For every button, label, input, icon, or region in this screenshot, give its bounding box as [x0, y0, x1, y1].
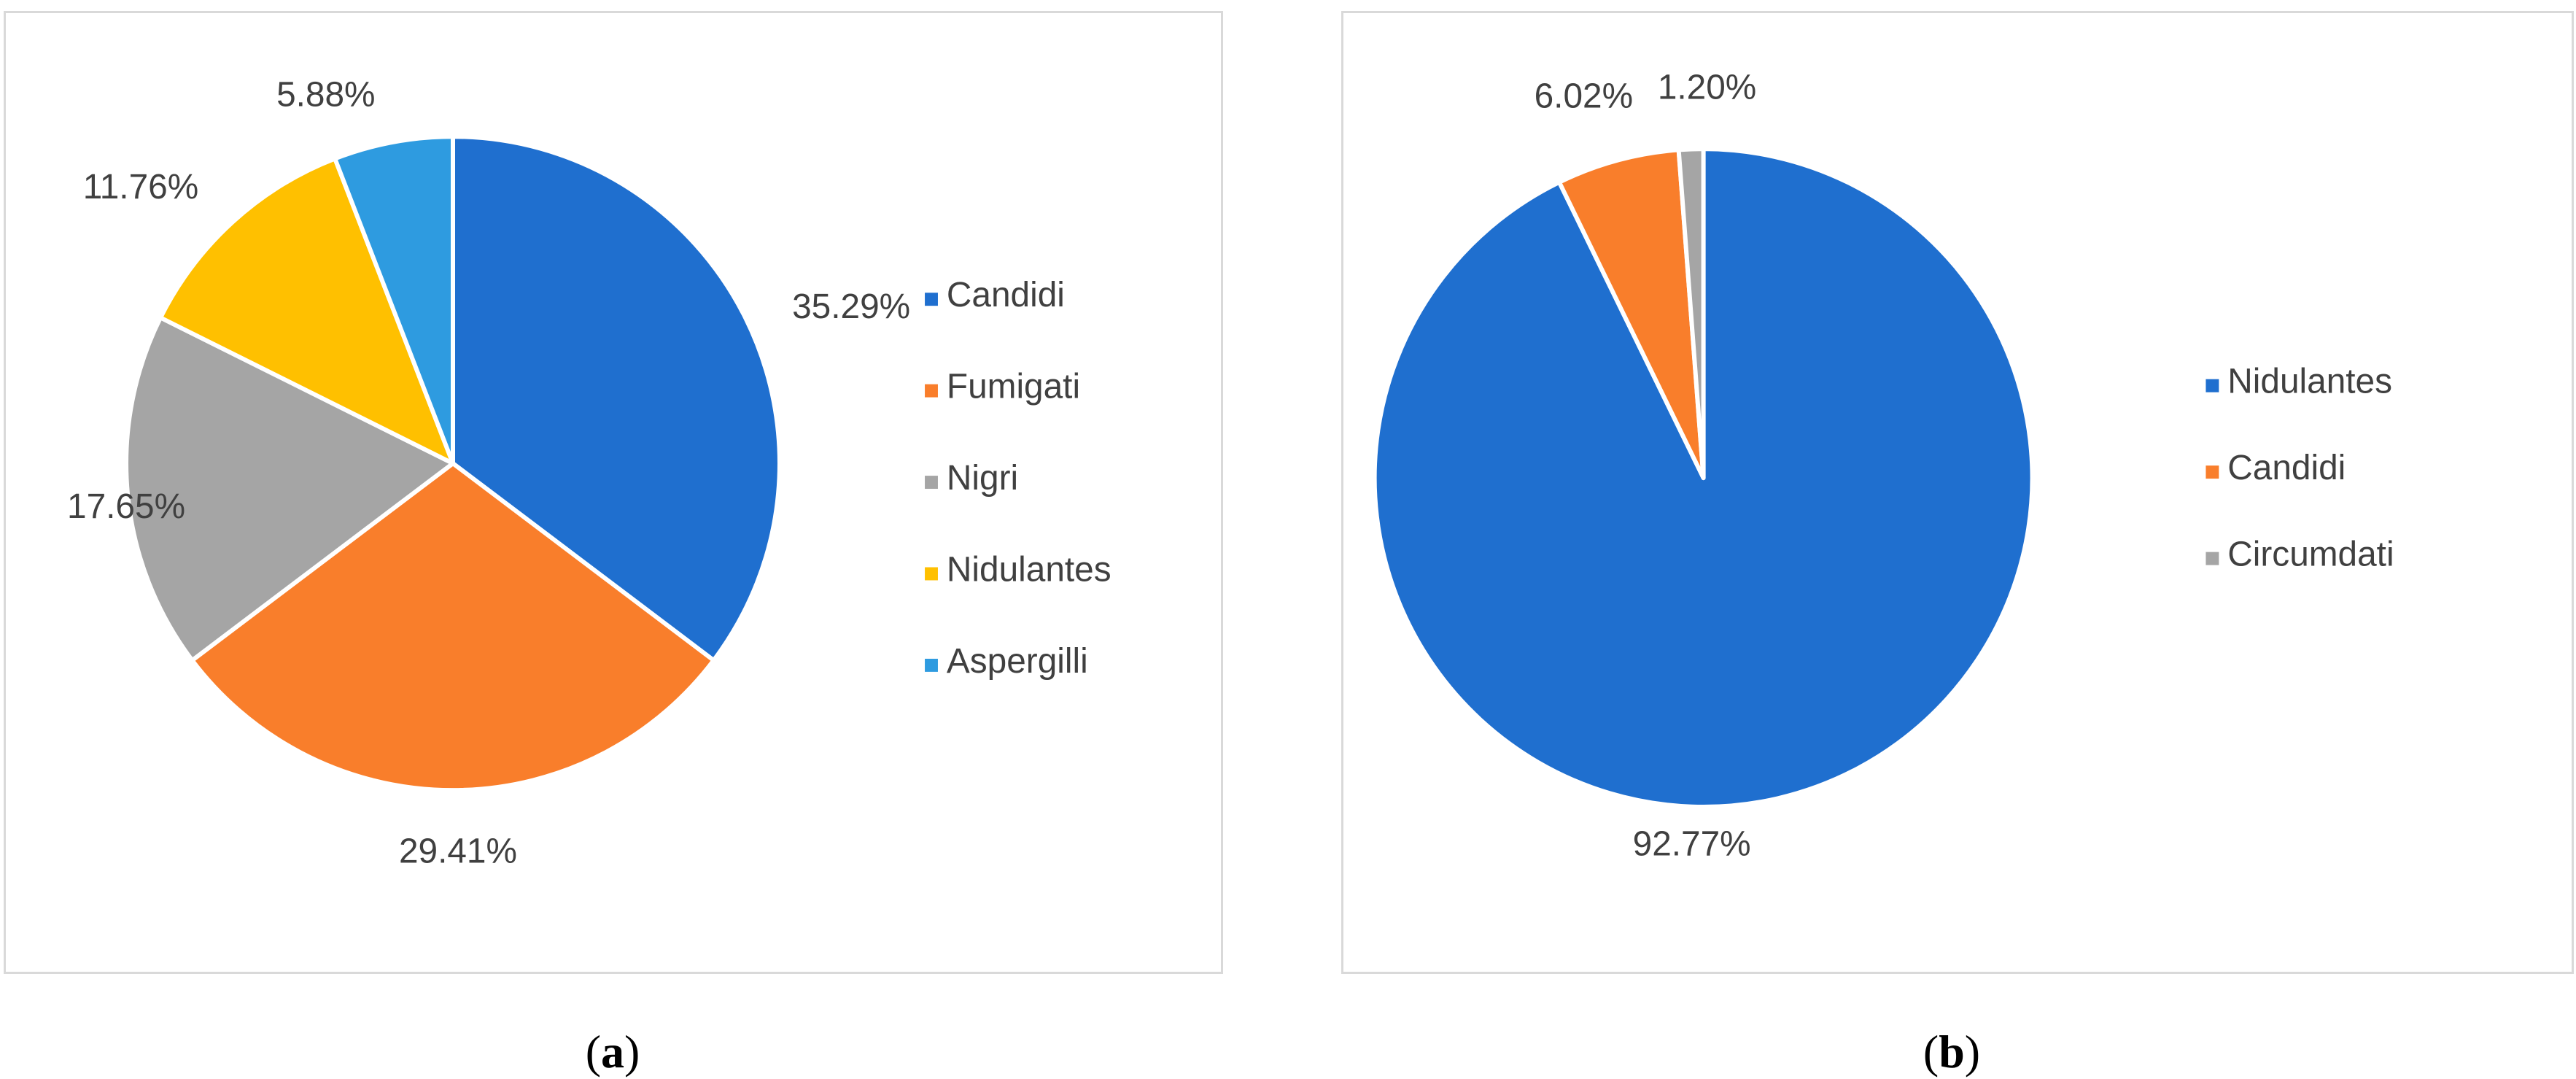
- chart-a-legend-label-nigri: Nigri: [947, 459, 1018, 498]
- chart-a-data-label-fumigati: 29.41%: [399, 832, 517, 871]
- chart-a-legend: Candidi Fumigati Nigri Nidulantes Aspergilli: [925, 276, 1112, 681]
- chart-b-legend-label-nidulantes: Nidulantes: [2227, 363, 2392, 401]
- chart-a-legend-swatch-candidi: [925, 293, 938, 306]
- chart-a-legend-swatch-fumigati: [925, 384, 938, 398]
- chart-b-legend-label-circumdati: Circumdati: [2227, 535, 2394, 574]
- chart-a-data-label-aspergilli: 5.88%: [276, 75, 375, 114]
- chart-b-legend-swatch-circumdati: [2205, 552, 2219, 565]
- chart-panel-a: 35.29% 29.41% 17.65% 11.76% 5.88% Candidi Fumi…: [4, 11, 1223, 974]
- chart-a-legend-label-aspergilli: Aspergilli: [947, 642, 1088, 681]
- chart-b-data-label-nidulantes: 92.77%: [1633, 825, 1751, 864]
- chart-a-legend-swatch-aspergilli: [925, 658, 938, 672]
- chart-b-data-label-circumdati: 1.20%: [1658, 68, 1756, 107]
- chart-a-data-label-nidulantes: 11.76%: [83, 168, 198, 206]
- chart-b-data-label-candidi: 6.02%: [1535, 77, 1633, 115]
- chart-b-legend: Nidulantes Candidi Circumdati: [2205, 363, 2394, 574]
- caption-a: (a): [585, 1026, 640, 1078]
- chart-b-legend-label-candidi: Candidi: [2227, 449, 2346, 487]
- chart-a-data-label-candidi: 35.29%: [792, 287, 910, 326]
- chart-a-slice-aspergilli: [333, 134, 455, 466]
- chart-a-slice-nidulantes: [158, 156, 455, 466]
- chart-a-slice-candidi: [451, 134, 782, 663]
- chart-b-legend-swatch-nidulantes: [2205, 379, 2219, 392]
- chart-a-legend-label-candidi: Candidi: [947, 276, 1065, 314]
- chart-a-legend-swatch-nidulantes: [925, 567, 938, 581]
- pie-chart-b: 92.77% 6.02% 1.20% Nidulantes Candidi Circumd…: [1372, 68, 2394, 864]
- chart-a-data-label-nigri: 17.65%: [67, 487, 185, 526]
- chart-b-legend-swatch-candidi: [2205, 465, 2219, 479]
- chart-a-legend-label-fumigati: Fumigati: [947, 368, 1080, 406]
- caption-b: (b): [1923, 1026, 1981, 1078]
- pie-chart-a: 35.29% 29.41% 17.65% 11.76% 5.88% Candidi Fumi…: [67, 75, 1112, 871]
- chart-a-legend-label-nidulantes: Nidulantes: [947, 550, 1112, 589]
- chart-panel-b: 92.77% 6.02% 1.20% Nidulantes Candidi Circumd…: [1341, 11, 2574, 974]
- chart-b-slice-candidi: [1556, 147, 1706, 481]
- chart-a-slice-nigri: [124, 315, 455, 663]
- chart-a-legend-swatch-nigri: [925, 476, 938, 490]
- chart-b-slice-circumdati: [1676, 147, 1706, 481]
- chart-a-slice-fumigati: [190, 461, 716, 793]
